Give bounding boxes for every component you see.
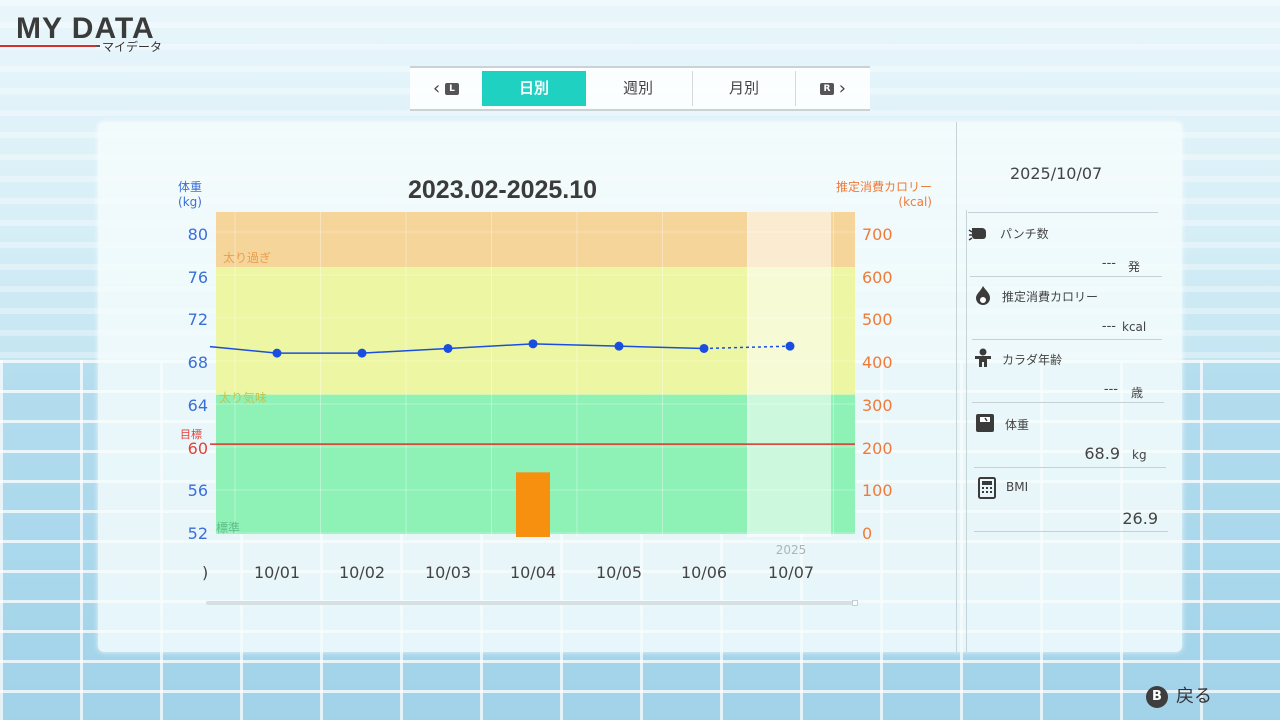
chevron-left-icon: ‹ <box>433 78 441 99</box>
chart-scrollbar[interactable] <box>206 601 856 605</box>
tab-prev-button[interactable]: ‹ L <box>410 71 482 106</box>
x-tick-cut: ) <box>202 563 209 582</box>
y-tick-right: 200 <box>862 438 893 458</box>
side-divider <box>972 402 1164 403</box>
y-axis-left-title: 体重 <box>178 180 203 194</box>
chevron-right-icon: › <box>838 78 846 99</box>
y-tick-left: 64 <box>187 395 208 415</box>
y-axis-right-title: 推定消費カロリー <box>835 180 932 194</box>
y-tick-right: 600 <box>862 267 893 287</box>
y-tick-left: 76 <box>187 267 208 287</box>
y-tick-right: 100 <box>862 481 893 501</box>
y-axis-left-label: 体重 (kg) <box>178 180 202 210</box>
y-tick-left: 56 <box>187 481 208 501</box>
zone-label-slight: 太り気味 <box>219 391 268 405</box>
tab-daily[interactable]: 日別 <box>482 71 586 106</box>
body-age-value: --- <box>1103 382 1118 397</box>
tab-next-button[interactable]: R › <box>796 71 870 106</box>
y-axis-left-unit: (kg) <box>178 195 202 209</box>
weight-label: 体重 <box>1005 418 1030 432</box>
x-tick: 10/01 <box>253 563 301 582</box>
side-divider <box>974 467 1166 468</box>
y-tick-left: 80 <box>187 225 208 244</box>
x-tick: 10/05 <box>595 563 643 582</box>
zone-label-normal: 標準 <box>216 521 241 535</box>
page-subtitle: マイデータ <box>102 40 163 54</box>
back-label: 戻る <box>1176 686 1212 707</box>
panel-divider <box>956 122 957 652</box>
punch-count-value: --- <box>1101 256 1116 271</box>
chart-scroll-thumb[interactable] <box>852 600 858 606</box>
punch-count-label: パンチ数 <box>1000 227 1049 241</box>
l-button-icon: L <box>444 82 459 95</box>
x-tick: 10/04 <box>509 563 557 582</box>
x-tick: 10/07 <box>767 563 815 582</box>
y-tick-right: 400 <box>862 353 893 373</box>
x-year-label: 2025 <box>775 543 807 557</box>
punch-glove-icon <box>968 222 990 244</box>
weight-value: 68.9 <box>1084 444 1120 463</box>
zone-label-over: 太り過ぎ <box>223 251 272 265</box>
y-tick-left: 60 <box>187 438 208 458</box>
calorie-label: 推定消費カロリー <box>1002 290 1099 304</box>
page-title: MY DATA <box>16 12 155 45</box>
y-tick-right: 0 <box>862 523 873 543</box>
x-tick: 10/02 <box>338 563 386 582</box>
y-tick-right: 700 <box>862 225 893 244</box>
calculator-icon <box>976 477 998 499</box>
y-tick-left: 72 <box>187 310 208 330</box>
title-underline-end <box>96 45 100 47</box>
y-axis-right-unit: (kcal) <box>898 195 932 209</box>
x-tick: 10/03 <box>424 563 472 582</box>
body-age-label: カラダ年齢 <box>1002 353 1063 367</box>
calorie-unit: kcal <box>1122 320 1147 334</box>
side-divider <box>970 276 1162 277</box>
y-tick-right: 300 <box>862 395 893 415</box>
r-button-icon: R <box>820 82 834 95</box>
weight-unit: kg <box>1132 448 1147 462</box>
punch-count-unit: 発 <box>1128 260 1141 274</box>
scale-icon <box>974 412 996 434</box>
side-divider <box>972 339 1162 340</box>
selected-date: 2025/10/07 <box>1010 164 1103 183</box>
title-underline <box>0 45 96 47</box>
flame-icon <box>972 284 994 306</box>
y-axis-right-label: 推定消費カロリー (kcal) <box>824 180 932 210</box>
y-tick-left: 68 <box>187 353 208 373</box>
target-label: 目標 <box>180 428 202 441</box>
panel-divider-inner <box>966 210 967 652</box>
back-button[interactable]: B 戻る <box>1146 682 1212 708</box>
period-tabs: ‹ L 日別 週別 月別 R › <box>410 66 870 111</box>
b-button-icon: B <box>1146 686 1168 708</box>
body-age-unit: 歳 <box>1131 386 1144 400</box>
chart-title: 2023.02-2025.10 <box>408 176 598 204</box>
x-tick: 10/06 <box>680 563 728 582</box>
bmi-value: 26.9 <box>1122 509 1158 528</box>
calorie-value: --- <box>1101 319 1116 334</box>
y-tick-left: 52 <box>187 523 208 543</box>
tab-monthly[interactable]: 月別 <box>692 71 796 106</box>
side-divider <box>968 212 1158 213</box>
side-divider <box>974 531 1168 532</box>
body-age-icon <box>972 347 994 369</box>
bmi-label: BMI <box>1006 480 1029 494</box>
tab-weekly[interactable]: 週別 <box>622 79 653 97</box>
y-tick-right: 500 <box>862 310 893 330</box>
